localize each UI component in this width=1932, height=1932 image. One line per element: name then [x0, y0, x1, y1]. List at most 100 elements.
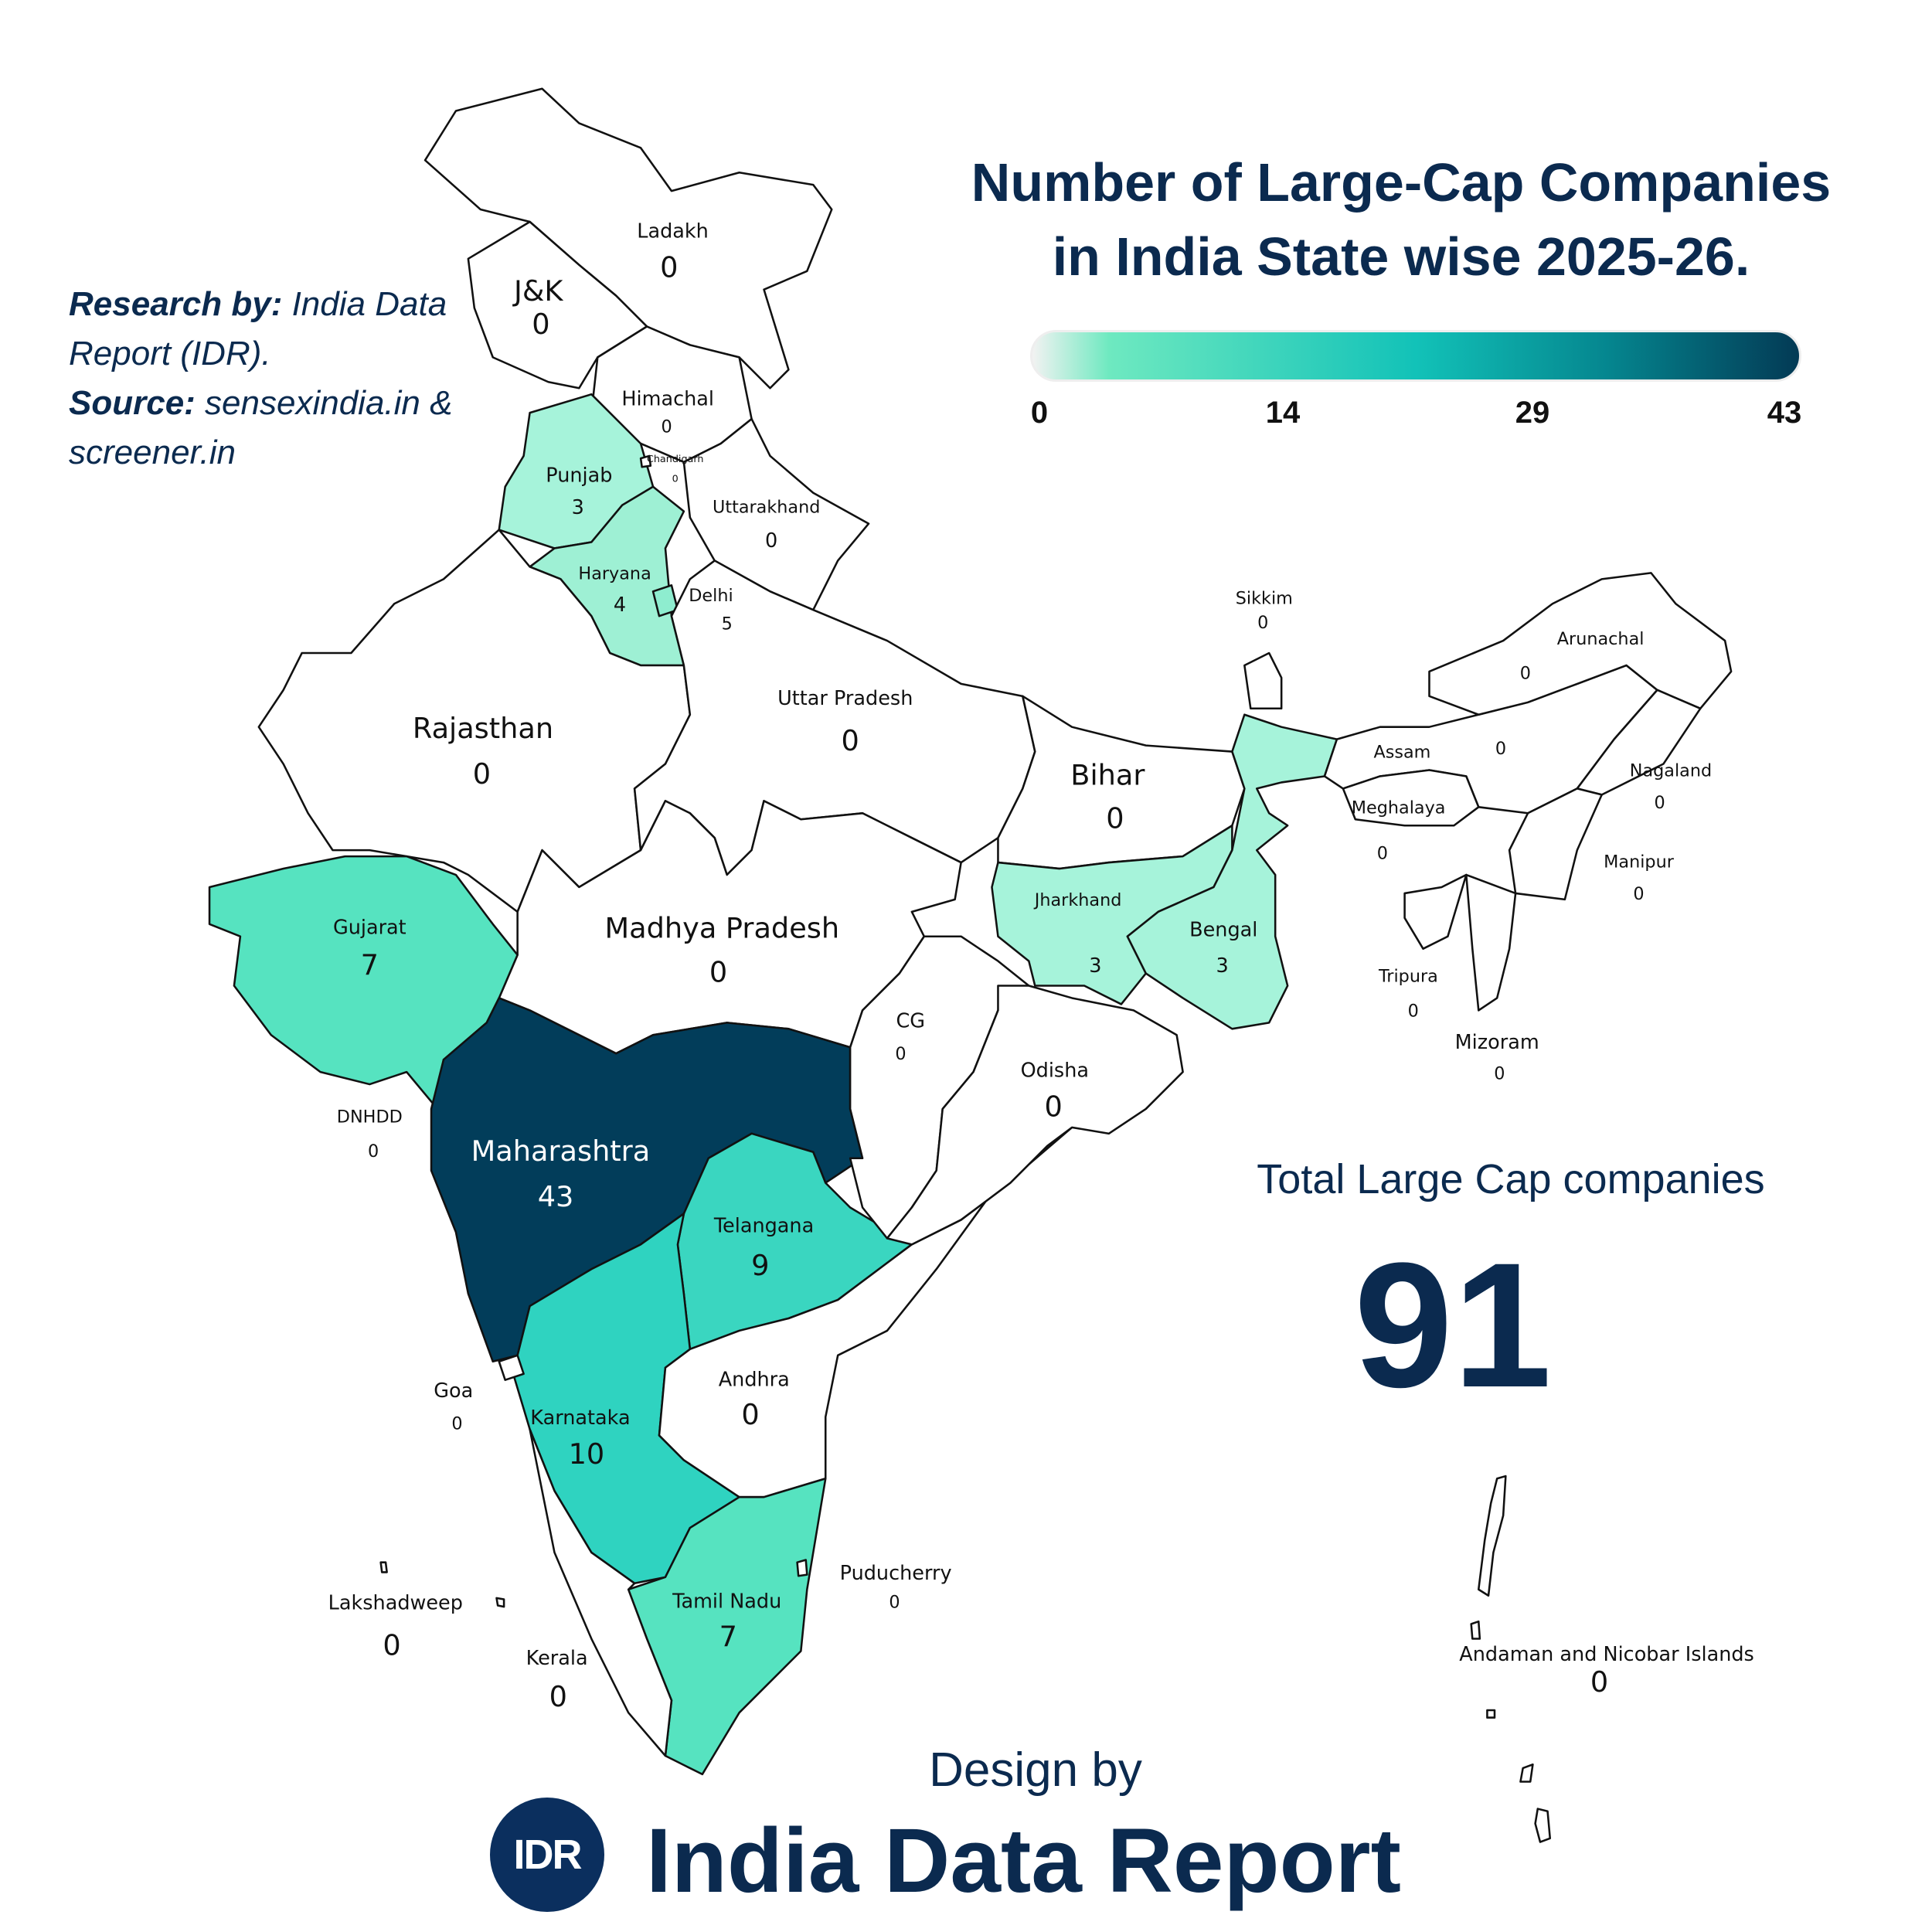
label-odisha: Odisha [1021, 1059, 1089, 1082]
label-chandigarh: Chandigarh [647, 454, 704, 465]
value-nagaland: 0 [1655, 793, 1665, 813]
label-mizoram: Mizoram [1455, 1031, 1539, 1054]
label-uttarakhand: Uttarakhand [713, 497, 820, 517]
value-telangana: 9 [751, 1249, 769, 1282]
label-maharashtra: Maharashtra [471, 1134, 651, 1168]
source-label: Source: [69, 384, 196, 422]
value-odisha: 0 [1045, 1090, 1063, 1124]
label-manipur: Manipur [1604, 852, 1675, 872]
state-odisha [886, 985, 1184, 1246]
label-arunachal: Arunachal [1557, 629, 1645, 649]
label-telangana: Telangana [713, 1214, 814, 1237]
value-puducherry: 0 [889, 1593, 900, 1613]
label-assam: Assam [1373, 743, 1430, 763]
value-cg: 0 [895, 1044, 906, 1064]
value-tripura: 0 [1408, 1001, 1419, 1021]
value-maharashtra: 43 [538, 1180, 574, 1213]
label-andhra: Andhra [719, 1369, 790, 1392]
value-mizoram: 0 [1494, 1064, 1505, 1084]
label-rajasthan: Rajasthan [413, 712, 553, 745]
value-punjab: 3 [572, 496, 584, 519]
value-mp: 0 [709, 956, 727, 989]
label-gujarat: Gujarat [333, 917, 406, 940]
research-label: Research by: [69, 285, 283, 323]
value-himachal: 0 [661, 417, 672, 437]
state-goa [498, 1354, 525, 1381]
state-tripura [1403, 873, 1468, 950]
label-dnhdd: DNHDD [337, 1107, 403, 1127]
value-andaman: 0 [1590, 1665, 1608, 1699]
label-andaman: Andaman and Nicobar Islands [1459, 1643, 1754, 1666]
value-dnhdd: 0 [368, 1141, 379, 1162]
value-meghalaya: 0 [1377, 843, 1388, 863]
state-lakshadweep-island [379, 1561, 388, 1573]
label-delhi: Delhi [689, 586, 733, 606]
label-tripura: Tripura [1378, 967, 1438, 987]
value-uttarakhand: 0 [765, 529, 777, 553]
label-nagaland: Nagaland [1630, 760, 1712, 781]
state-manipur [1508, 787, 1603, 901]
state-lakshadweep-island [495, 1597, 505, 1608]
value-tamilnadu: 7 [719, 1620, 737, 1653]
legend-tick: 43 [1767, 396, 1802, 430]
state-andaman-island [1534, 1808, 1552, 1843]
value-lakshadweep: 0 [383, 1628, 400, 1662]
legend-tick: 14 [1265, 396, 1301, 430]
value-jk: 0 [532, 308, 549, 341]
label-lakshadweep: Lakshadweep [328, 1591, 463, 1614]
title-line-1: Number of Large-Cap Companies [971, 152, 1832, 213]
design-by-label: Design by [929, 1743, 1142, 1797]
state-meghalaya [1342, 769, 1480, 827]
state-sikkim [1243, 651, 1283, 710]
label-meghalaya: Meghalaya [1352, 798, 1446, 818]
value-assam: 0 [1495, 739, 1506, 759]
source-value: sensexindia.in & screener.in [69, 384, 453, 471]
state-uttarakhand [682, 417, 870, 611]
value-andhra: 0 [741, 1398, 759, 1431]
value-sikkim: 0 [1257, 613, 1268, 633]
value-bengal: 3 [1216, 954, 1229, 978]
label-punjab: Punjab [546, 464, 612, 487]
label-tamilnadu: Tamil Nadu [672, 1590, 781, 1614]
label-sikkim: Sikkim [1236, 588, 1293, 608]
title-line-2: in India State wise 2025-26. [1052, 226, 1750, 287]
color-scale-legend [1030, 330, 1801, 382]
state-puducherry [796, 1559, 808, 1577]
brand-name: India Data Report [646, 1810, 1401, 1912]
credit-block: Research by: India Data Report (IDR). So… [69, 280, 502, 478]
value-up: 0 [841, 724, 859, 757]
label-puducherry: Puducherry [840, 1562, 952, 1585]
label-cg: CG [896, 1010, 925, 1033]
value-kerala: 0 [549, 1680, 567, 1713]
value-karnataka: 10 [569, 1437, 605, 1471]
state-andaman-island [1470, 1620, 1481, 1640]
research-value: India Data Report (IDR). [69, 285, 447, 372]
state-andaman-island [1519, 1763, 1534, 1783]
state-arunachal [1428, 572, 1733, 716]
value-jharkhand: 3 [1089, 954, 1101, 978]
value-rajasthan: 0 [473, 757, 491, 791]
legend-tick: 0 [1030, 396, 1049, 430]
state-andhra [658, 1126, 1073, 1498]
state-chandigarh [639, 454, 652, 468]
value-bihar: 0 [1106, 801, 1124, 835]
label-karnataka: Karnataka [530, 1406, 630, 1430]
value-haryana: 4 [614, 594, 626, 617]
state-andaman-island [1486, 1709, 1496, 1719]
idr-logo: IDR [490, 1798, 604, 1912]
total-label: Total Large Cap companies [1257, 1156, 1765, 1202]
value-manipur: 0 [1633, 884, 1644, 904]
value-gujarat: 7 [361, 948, 379, 981]
page-title: Number of Large-Cap Companies in India S… [937, 145, 1865, 294]
label-himachal: Himachal [621, 388, 714, 411]
state-andaman-island [1477, 1475, 1507, 1597]
label-jk: J&K [512, 274, 563, 308]
total-value: 91 [1354, 1226, 1552, 1424]
label-jharkhand: Jharkhand [1033, 890, 1122, 910]
label-mp: Madhya Pradesh [605, 911, 840, 944]
value-arunachal: 0 [1520, 664, 1531, 684]
label-kerala: Kerala [526, 1647, 588, 1670]
value-delhi: 5 [722, 614, 733, 634]
label-up: Uttar Pradesh [777, 687, 913, 710]
